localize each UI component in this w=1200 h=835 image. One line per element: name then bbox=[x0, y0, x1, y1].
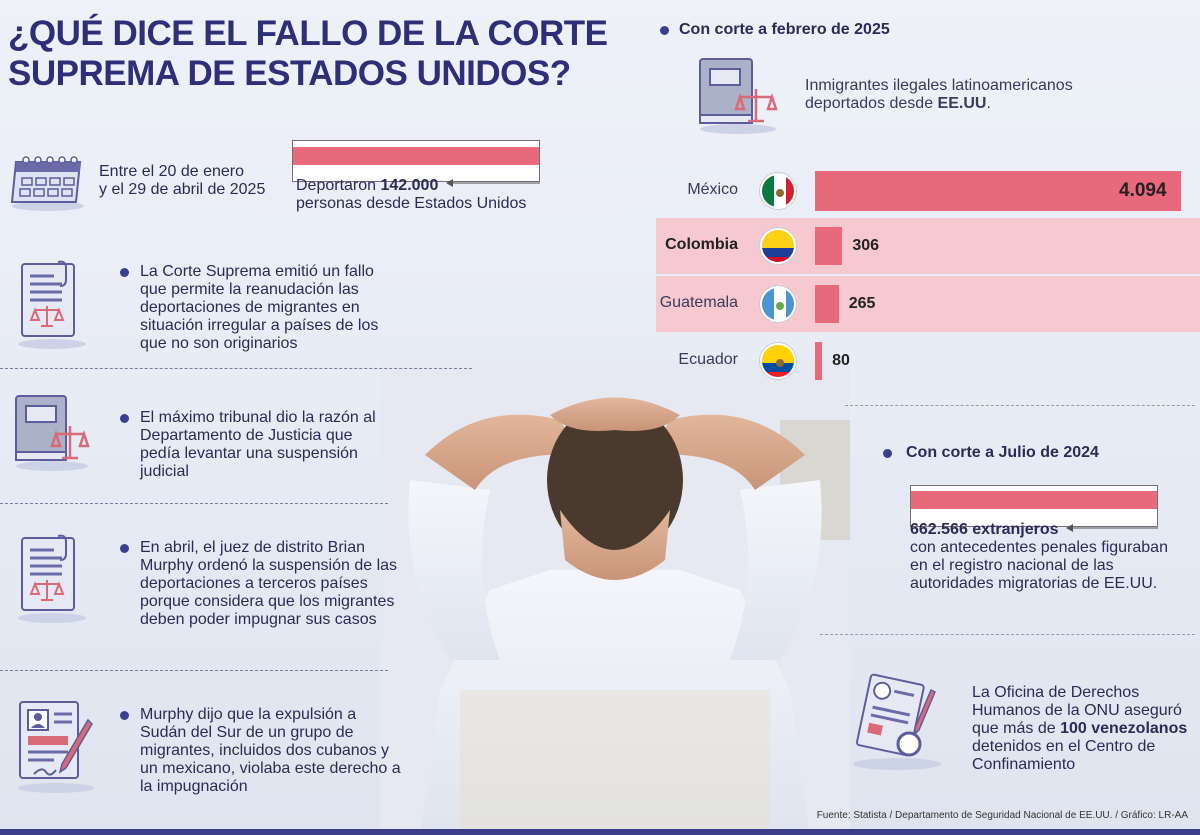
bar bbox=[815, 342, 823, 380]
point-2: El máximo tribunal dio la razón al Depar… bbox=[120, 409, 395, 481]
category-label: Guatemala bbox=[659, 294, 738, 311]
law-book-icon bbox=[699, 58, 778, 134]
foreigners-bar bbox=[911, 491, 1157, 509]
bar bbox=[815, 285, 839, 323]
deportations-caption: Deportaron 142.000 personas desde Estado… bbox=[296, 177, 527, 212]
category-label: México bbox=[687, 181, 738, 198]
legal-document-icon bbox=[18, 534, 86, 623]
footer-bar bbox=[0, 829, 1200, 835]
data-label: 306 bbox=[852, 237, 880, 254]
onu-statement: La Oficina de Derechos Humanos de la ONU… bbox=[972, 684, 1188, 773]
flag-icon bbox=[760, 343, 796, 379]
bar bbox=[815, 171, 1181, 211]
feb2025-heading: Con corte a febrero de 2025 bbox=[679, 21, 890, 38]
data-label: 80 bbox=[832, 352, 850, 369]
jul2024-heading: Con corte a Julio de 2024 bbox=[906, 444, 1099, 461]
data-label: 4.094 bbox=[1119, 180, 1167, 201]
document-signing-icon bbox=[18, 701, 94, 793]
highlight-row-bg bbox=[656, 218, 1200, 274]
flag-icon bbox=[760, 286, 796, 322]
page-title: ¿QUÉ DICE EL FALLO DE LA CORTE SUPREMA D… bbox=[8, 14, 608, 93]
legal-document-icon bbox=[18, 260, 86, 349]
divider bbox=[0, 503, 388, 504]
data-label: 265 bbox=[848, 295, 876, 312]
divider bbox=[820, 634, 1195, 635]
background-photo-man bbox=[380, 360, 850, 835]
section-bullet bbox=[660, 26, 669, 35]
arrow-left-icon bbox=[446, 179, 540, 187]
deportations-period: Entre el 20 de enero y el 29 de abril de… bbox=[99, 163, 266, 198]
calendar-icon bbox=[10, 156, 84, 211]
point-1: La Corte Suprema emitió un fallo que per… bbox=[120, 263, 390, 353]
jul2024-caption: 662.566 extranjeros con antecedentes pen… bbox=[910, 521, 1168, 592]
divider bbox=[845, 405, 1195, 406]
section-bullet bbox=[883, 449, 892, 458]
document-magnifier-icon bbox=[853, 673, 941, 770]
flag-icon bbox=[760, 228, 796, 264]
divider bbox=[0, 368, 472, 369]
divider bbox=[0, 670, 388, 671]
point-4: Murphy dijo que la expulsión a Sudán del… bbox=[120, 706, 405, 796]
bar bbox=[815, 227, 843, 265]
feb2025-description: Inmigrantes ilegales latinoamericanos de… bbox=[805, 77, 1073, 112]
category-label: Colombia bbox=[665, 236, 738, 253]
flag-icon bbox=[760, 173, 796, 209]
point-3: En abril, el juez de distrito Brian Murp… bbox=[120, 539, 402, 629]
highlight-row-bg bbox=[656, 276, 1200, 332]
deportations-bar bbox=[293, 147, 539, 165]
arrow-left-icon bbox=[1066, 524, 1158, 532]
law-book-icon bbox=[15, 395, 90, 471]
category-label: Ecuador bbox=[678, 351, 738, 368]
source-note: Fuente: Statista / Departamento de Segur… bbox=[816, 810, 1188, 821]
